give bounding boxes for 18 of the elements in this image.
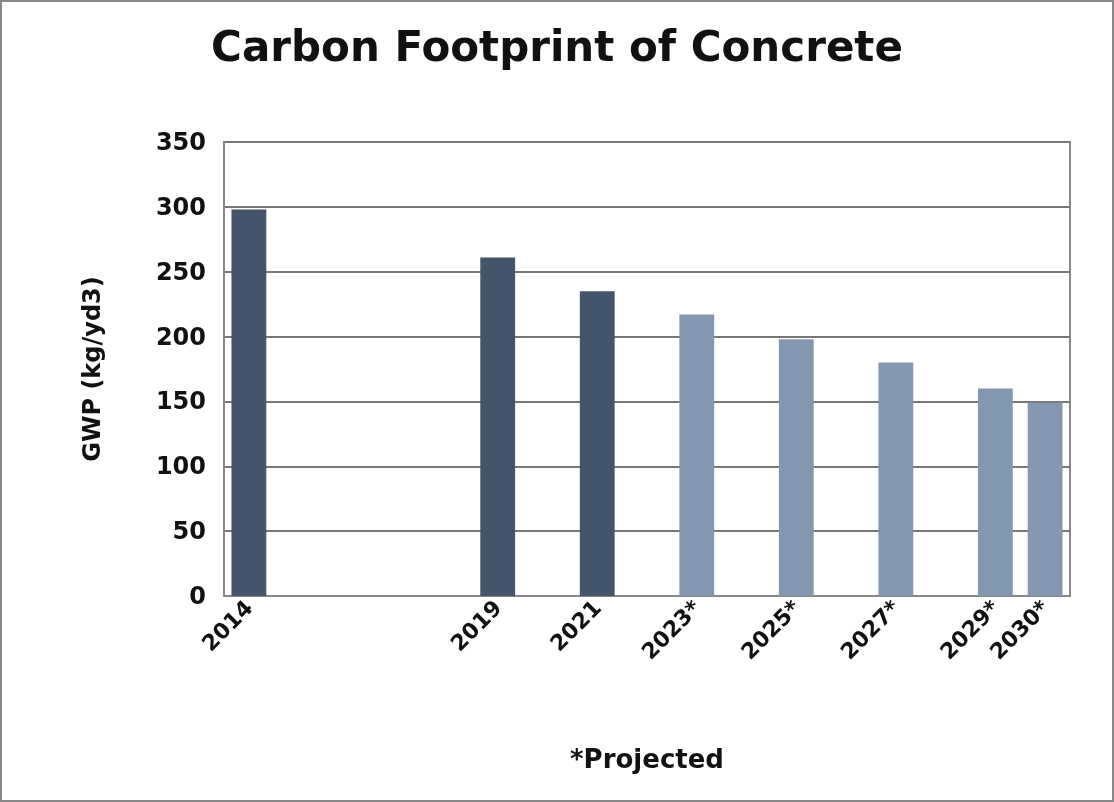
y-tick-label: 150 <box>155 387 206 416</box>
y-tick-label: 100 <box>155 452 206 481</box>
bar <box>878 362 914 596</box>
bar <box>977 388 1013 596</box>
bar <box>579 291 615 596</box>
bar <box>778 339 814 596</box>
bar <box>231 209 267 596</box>
chart-title: Carbon Footprint of Concrete <box>211 21 903 71</box>
y-tick-label: 50 <box>172 517 206 546</box>
y-axis-title: GWP (kg/yd3) <box>78 276 106 462</box>
bar <box>1027 402 1063 596</box>
y-tick-label: 200 <box>155 322 206 351</box>
y-tick-label: 250 <box>155 257 206 286</box>
y-tick-label: 350 <box>155 128 206 156</box>
x-axis-title: *Projected <box>570 744 724 774</box>
bar <box>480 257 516 596</box>
bar <box>679 314 715 596</box>
y-tick-label: 300 <box>155 192 206 221</box>
